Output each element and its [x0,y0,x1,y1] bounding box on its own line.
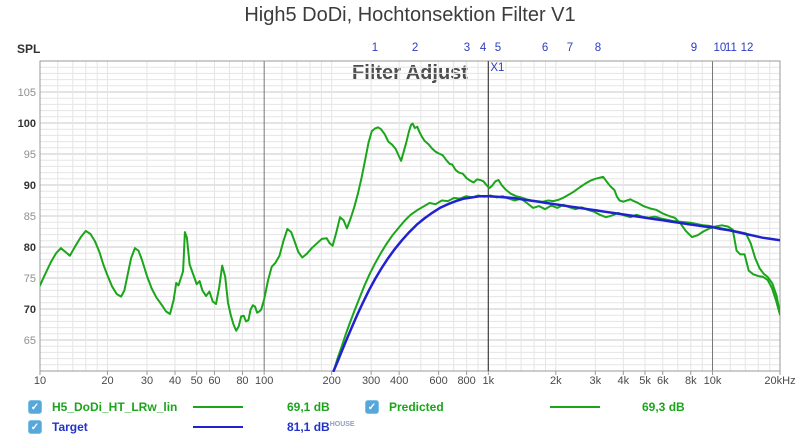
filter-marker-8[interactable]: 8 [595,42,601,54]
legend-swatch-measured [193,406,243,408]
x-tick-1k: 1k [483,375,495,387]
x-tick-30: 30 [141,375,153,387]
grid-lines [40,61,780,371]
y-tick-90: 90 [24,180,36,192]
filter-marker-1[interactable]: 1 [372,42,378,54]
legend-swatch-predicted [550,406,600,408]
x-tick-10k: 10k [704,375,722,387]
legend-entry-predicted: ✓ Predicted 69,3 dB [365,400,695,416]
x-tick-600: 600 [429,375,447,387]
crossover-marker-x1[interactable]: X1 [490,62,504,74]
x-tick-10: 10 [34,375,46,387]
curve-predicted [333,194,780,371]
x-tick-20: 20 [101,375,113,387]
legend-value-measured: 69,1 dB [287,400,330,414]
x-tick-80: 80 [236,375,248,387]
filter-marker-7[interactable]: 7 [567,42,573,54]
y-tick-65: 65 [24,335,36,347]
filter-marker-5[interactable]: 5 [495,42,501,54]
filter-marker-6[interactable]: 6 [542,42,548,54]
legend-entry-target: ✓ Target 81,1 dBHOUSE [28,420,358,436]
x-tick-3k: 3k [589,375,601,387]
legend-label-target: Target [52,420,88,434]
filter-marker-2[interactable]: 2 [412,42,418,54]
x-tick-20kHz: 20kHz [764,375,795,387]
legend-label-measured: H5_DoDi_HT_LRw_lin [52,400,178,414]
x-tick-400: 400 [390,375,408,387]
x-tick-100: 100 [255,375,273,387]
y-tick-105: 105 [18,87,36,99]
curve-h5-dodi-ht-lrw-lin [40,122,780,332]
x-tick-40: 40 [169,375,181,387]
y-tick-100: 100 [18,118,36,130]
filter-marker-11[interactable]: 11 [725,42,737,54]
filter-marker-4[interactable]: 4 [480,42,487,54]
y-tick-75: 75 [24,273,36,285]
y-tick-80: 80 [24,242,36,254]
x-tick-200: 200 [322,375,340,387]
x-tick-2k: 2k [550,375,562,387]
legend-value-predicted: 69,3 dB [642,400,685,414]
x-tick-50: 50 [191,375,203,387]
legend-swatch-target [193,426,243,428]
filter-marker-9[interactable]: 9 [691,42,697,54]
filter-marker-10[interactable]: 10 [714,42,727,54]
axis-tick-labels: 105 100 95 90 85 80 75 70 65 10 20 30 40 50 60 80 100 200… [18,87,796,387]
curve-target [332,194,780,372]
legend-label-predicted: Predicted [389,400,444,414]
x-tick-60: 60 [208,375,220,387]
chart-title: High5 DoDi, Hochtonsektion Filter V1 [244,4,576,26]
y-tick-70: 70 [24,304,36,316]
x-tick-4k: 4k [617,375,629,387]
house-curve-flag: HOUSE [329,421,355,428]
y-tick-95: 95 [24,149,36,161]
x-tick-5k: 5k [639,375,651,387]
filter-marker-3[interactable]: 3 [464,42,470,54]
x-tick-6k: 6k [657,375,669,387]
legend-entry-measured: ✓ H5_DoDi_HT_LRw_lin 69,1 dB [28,400,358,416]
x-tick-800: 800 [457,375,475,387]
plot-border [39,60,781,375]
y-tick-85: 85 [24,211,36,223]
filter-marker-12[interactable]: 12 [741,42,754,54]
checkbox-measured[interactable]: ✓ [28,400,42,414]
x-tick-8k: 8k [685,375,697,387]
checkbox-target[interactable]: ✓ [28,420,42,434]
legend-value-target: 81,1 dBHOUSE [287,420,355,434]
x-tick-300: 300 [362,375,380,387]
y-axis-title: SPL [17,42,41,56]
checkbox-predicted[interactable]: ✓ [365,400,379,414]
